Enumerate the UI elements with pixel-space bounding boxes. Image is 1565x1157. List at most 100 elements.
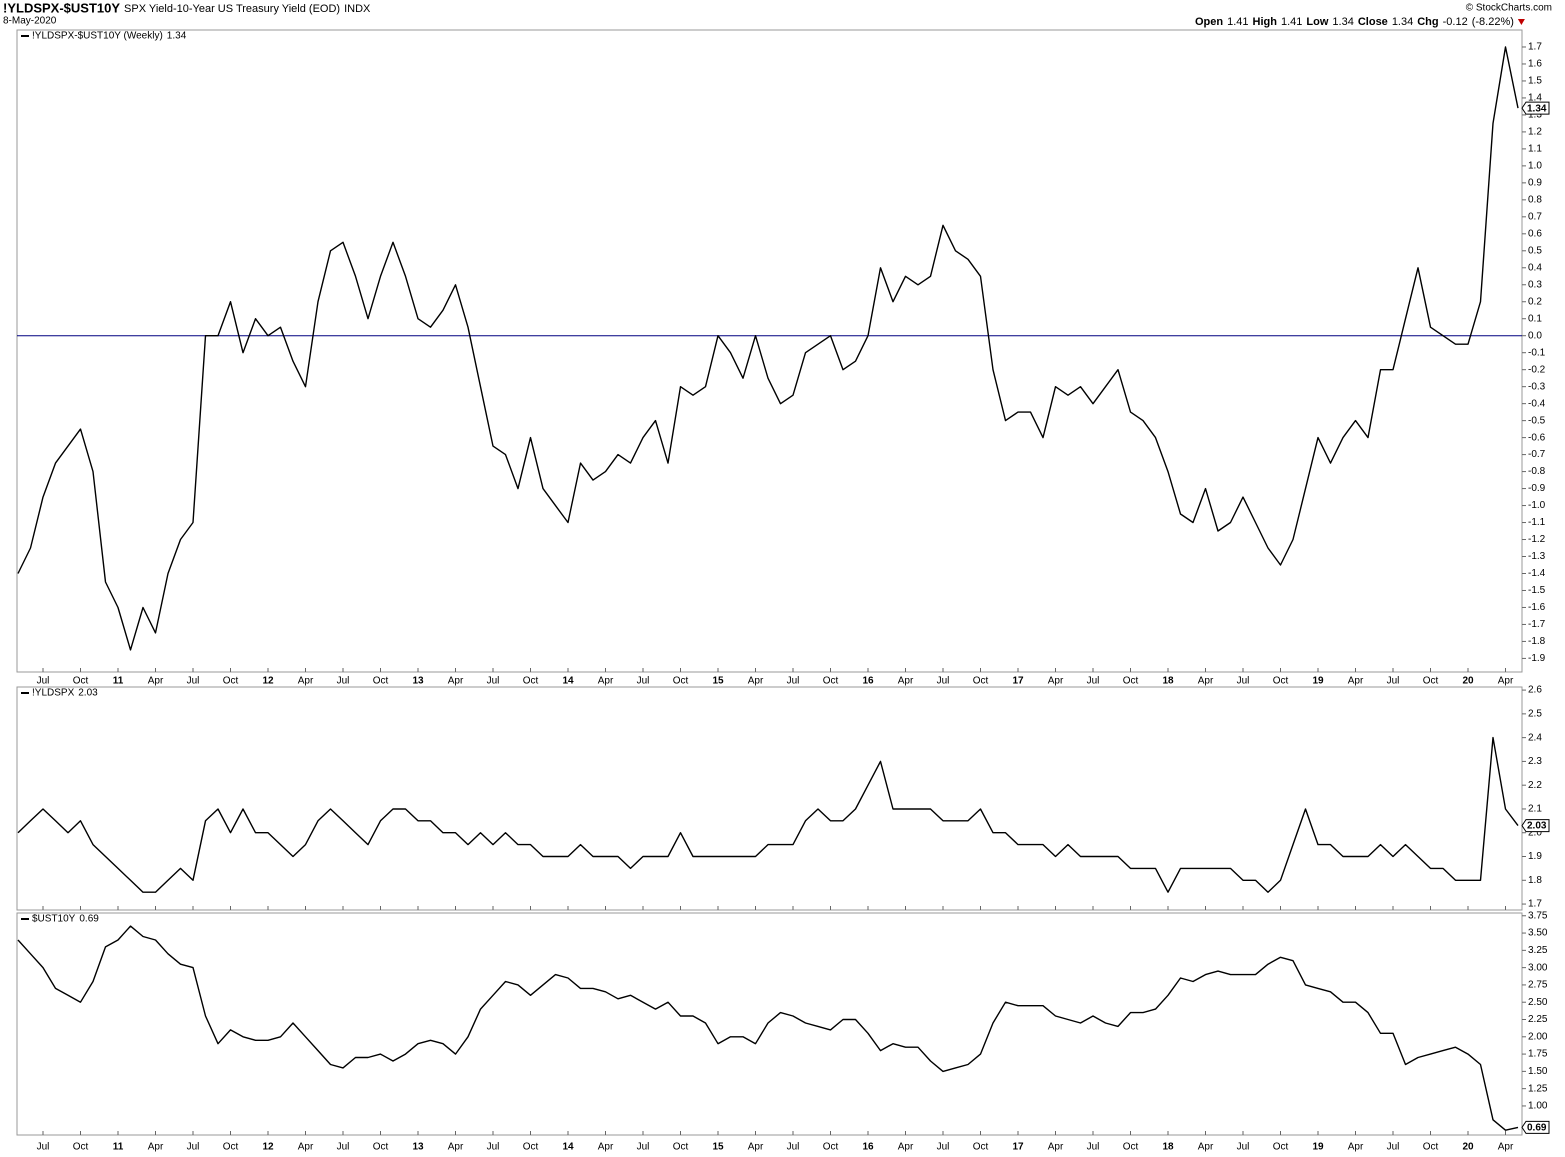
last-value-tag: [1521, 819, 1550, 833]
x-tick-label: Oct: [823, 1142, 839, 1153]
y-tick-label: 0.4: [1528, 262, 1542, 273]
x-tick-label: Jul: [487, 1142, 500, 1153]
x-tick-label: Jul: [337, 676, 350, 687]
line-series: [17, 736, 1519, 893]
x-tick-label: Apr: [898, 676, 914, 687]
x-tick-label: Jul: [787, 1142, 800, 1153]
quote-label: Close: [1358, 16, 1388, 28]
x-tick-label: Oct: [73, 1142, 89, 1153]
y-tick-label: -1.6: [1528, 602, 1546, 613]
x-tick-label: Oct: [523, 1142, 539, 1153]
x-tick-label: Jul: [487, 676, 500, 687]
y-tick-label: 2.3: [1528, 756, 1542, 767]
x-tick-label: Apr: [448, 676, 464, 687]
y-tick-label: -0.7: [1528, 449, 1546, 460]
quote-label: High: [1253, 16, 1278, 28]
x-tick-label: 15: [712, 1142, 724, 1153]
legend-label: !YLDSPX: [32, 688, 75, 699]
x-tick-label: Oct: [673, 676, 689, 687]
x-tick-label: Apr: [1498, 1142, 1514, 1153]
quote-value: -0.12: [1443, 16, 1468, 28]
x-tick-label: 15: [712, 676, 724, 687]
legend-value: 1.34: [167, 31, 187, 42]
x-tick-label: 16: [862, 1142, 874, 1153]
y-tick-label: 2.25: [1528, 1014, 1548, 1025]
x-tick-label: Jul: [187, 1142, 200, 1153]
x-tick-label: Jul: [1387, 1142, 1400, 1153]
change-percent: (-8.22%): [1472, 16, 1514, 28]
y-tick-label: 0.6: [1528, 228, 1542, 239]
y-tick-label: -1.9: [1528, 653, 1546, 664]
x-tick-label: 19: [1312, 1142, 1324, 1153]
x-tick-label: Apr: [1348, 676, 1364, 687]
y-tick-label: 0.2: [1528, 296, 1542, 307]
x-tick-label: Oct: [1423, 1142, 1439, 1153]
x-tick-label: 14: [562, 676, 574, 687]
x-tick-label: Apr: [898, 1142, 914, 1153]
x-tick-label: Jul: [637, 1142, 650, 1153]
x-tick-label: Apr: [1198, 676, 1214, 687]
chart-title: !YLDSPX-$UST10Y: [3, 0, 120, 15]
panel-frame: [16, 912, 1523, 1136]
y-tick-label: 1.5: [1528, 76, 1542, 87]
quote-bar: Open 1.41 High 1.41 Low 1.34 Close 1.34 Chg -0.12…: [1195, 16, 1525, 28]
y-tick-label: -1.1: [1528, 517, 1546, 528]
y-tick-label: 0.7: [1528, 211, 1542, 222]
y-tick-label: 1.3: [1528, 110, 1542, 121]
y-tick-label: -0.3: [1528, 381, 1546, 392]
y-tick-label: -0.4: [1528, 398, 1546, 409]
x-tick-label: 11: [113, 1142, 124, 1153]
x-tick-label: Apr: [148, 676, 164, 687]
x-tick-label: Oct: [223, 676, 239, 687]
x-tick-label: 18: [1162, 676, 1174, 687]
y-tick-label: -1.8: [1528, 636, 1546, 647]
y-tick-label: 0.9: [1528, 177, 1542, 188]
quote-value: 1.34: [1332, 16, 1353, 28]
y-tick-label: 0.1: [1528, 313, 1542, 324]
y-tick-label: 1.0: [1528, 161, 1542, 172]
x-tick-label: 14: [562, 1142, 574, 1153]
y-tick-label: 0.8: [1528, 194, 1542, 205]
y-tick-label: 1.8: [1528, 875, 1542, 886]
last-value-label: 0.69: [1527, 1123, 1547, 1134]
x-tick-label: Oct: [1273, 1142, 1289, 1153]
y-tick-label: 1.00: [1528, 1101, 1548, 1112]
y-tick-label: -1.0: [1528, 500, 1546, 511]
y-tick-label: -1.3: [1528, 551, 1546, 562]
panel-frame: [16, 686, 1523, 911]
y-tick-label: 1.9: [1528, 851, 1542, 862]
x-tick-label: 13: [412, 676, 424, 687]
x-tick-label: 20: [1462, 676, 1474, 687]
y-tick-label: -1.4: [1528, 568, 1546, 579]
last-value-tag: [1521, 101, 1550, 115]
x-tick-label: Oct: [1123, 1142, 1139, 1153]
y-tick-label: 3.25: [1528, 945, 1548, 956]
line-series: [17, 46, 1519, 651]
y-tick-label: -0.6: [1528, 432, 1546, 443]
y-tick-label: 1.2: [1528, 127, 1542, 138]
y-tick-label: 2.6: [1528, 685, 1542, 696]
panel-frame: [16, 29, 1523, 673]
x-tick-label: Apr: [748, 1142, 764, 1153]
x-tick-label: Jul: [1087, 1142, 1100, 1153]
x-tick-label: 17: [1012, 1142, 1024, 1153]
x-tick-label: 19: [1312, 676, 1324, 687]
y-tick-label: 1.50: [1528, 1066, 1548, 1077]
x-tick-label: Jul: [187, 676, 200, 687]
last-value-label: 2.03: [1527, 821, 1547, 832]
x-tick-label: Oct: [1123, 676, 1139, 687]
x-tick-label: Oct: [673, 1142, 689, 1153]
y-tick-label: 1.4: [1528, 93, 1542, 104]
quote-value: 1.34: [1392, 16, 1413, 28]
x-tick-label: 17: [1012, 676, 1024, 687]
chart-subtitle: SPX Yield-10-Year US Treasury Yield (EOD…: [124, 3, 340, 15]
y-tick-label: -0.9: [1528, 483, 1546, 494]
last-value-tag: [1521, 1120, 1550, 1134]
y-tick-label: 1.1: [1528, 144, 1542, 155]
x-tick-label: 13: [412, 1142, 424, 1153]
x-tick-label: Apr: [298, 1142, 314, 1153]
y-tick-label: 0.0: [1528, 330, 1542, 341]
legend-label: !YLDSPX-$UST10Y (Weekly): [32, 31, 163, 42]
x-tick-label: Apr: [1498, 676, 1514, 687]
